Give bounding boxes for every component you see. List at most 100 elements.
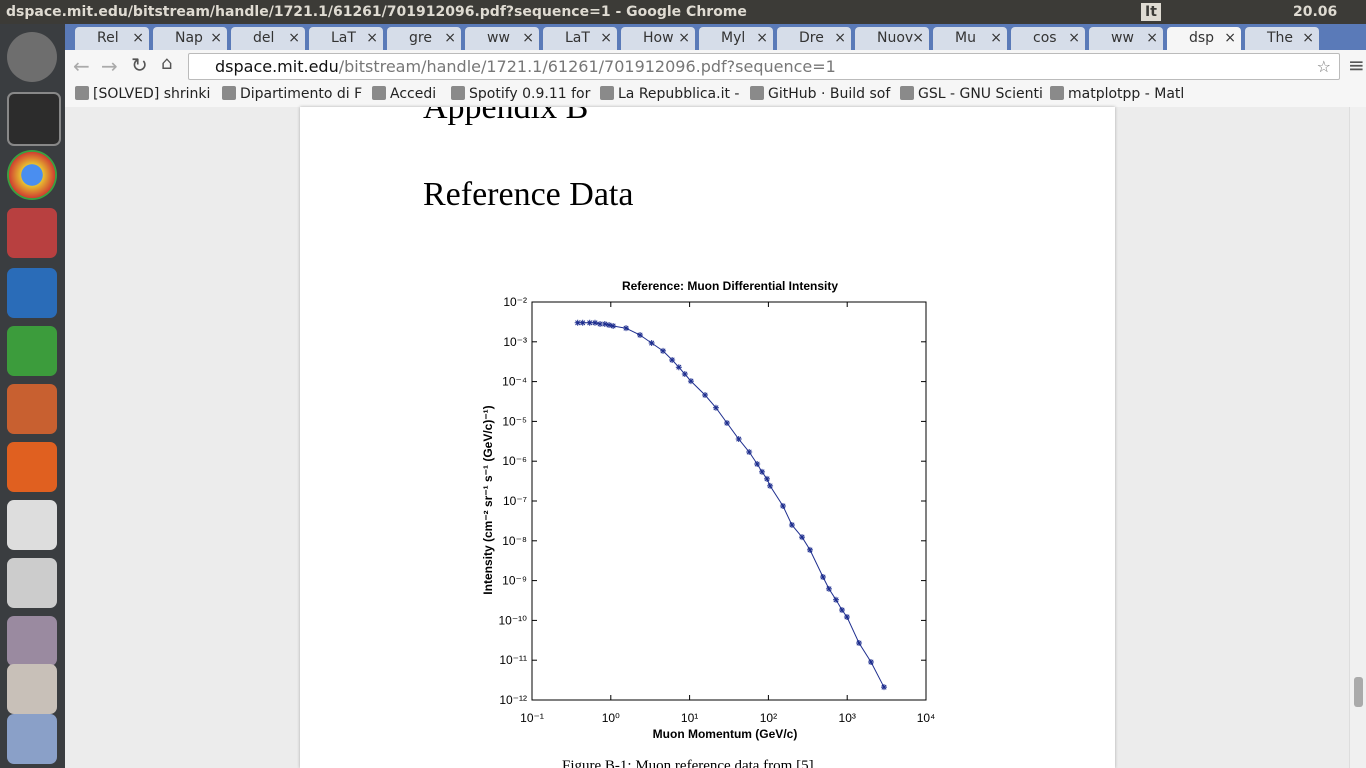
address-bar[interactable]: dspace.mit.edu/bitstream/handle/1721.1/6… [188, 53, 1340, 80]
bookmark[interactable]: GSL - GNU Scienti [900, 81, 1043, 107]
tab-close[interactable]: × [756, 30, 768, 46]
tab-close[interactable]: × [834, 30, 846, 46]
chrome-icon[interactable] [7, 150, 57, 200]
marker [838, 607, 845, 614]
home-button[interactable]: ⌂ [161, 53, 173, 74]
tab[interactable]: del × [231, 27, 305, 50]
marker [712, 404, 719, 411]
amazon-icon[interactable] [7, 500, 57, 550]
marker [881, 684, 888, 691]
forward-button[interactable]: → [101, 54, 118, 78]
marker [702, 392, 709, 399]
y-tick-label: 10⁻⁹ [502, 574, 527, 588]
bookmark-title: matplotpp - Matl [1068, 86, 1185, 102]
tab[interactable]: Nap × [153, 27, 227, 50]
x-tick-label: 10⁴ [917, 711, 936, 725]
bookmark[interactable]: Accedi [372, 81, 436, 107]
top-bar: dspace.mit.edu/bitstream/handle/1721.1/6… [0, 0, 1366, 24]
writer-icon[interactable] [7, 268, 57, 318]
tab-close[interactable]: × [1146, 30, 1158, 46]
marker [687, 378, 694, 385]
bookmark-icon [600, 86, 614, 100]
app-icon[interactable] [7, 664, 57, 714]
marker [764, 475, 771, 482]
marker [579, 319, 586, 326]
bookmark-icon [372, 86, 386, 100]
url-host: dspace.mit.edu [215, 57, 339, 76]
tab[interactable]: How × [621, 27, 695, 50]
tab-close[interactable]: × [912, 30, 924, 46]
bookmark-star[interactable]: ☆ [1316, 57, 1331, 76]
tab-close[interactable]: × [600, 30, 612, 46]
software-center-icon[interactable] [7, 442, 57, 492]
menu-button[interactable]: ≡ [1348, 53, 1365, 77]
chart-title: Reference: Muon Differential Intensity [622, 279, 838, 293]
bookmark-title: GitHub · Build sof [768, 86, 891, 102]
tab[interactable]: Myl × [699, 27, 773, 50]
bookmark[interactable]: La Repubblica.it - [600, 81, 739, 107]
tab-close[interactable]: × [132, 30, 144, 46]
tab-close[interactable]: × [1068, 30, 1080, 46]
tab-close[interactable]: × [1224, 30, 1236, 46]
impress-icon[interactable] [7, 384, 57, 434]
tab[interactable]: LaT × [309, 27, 383, 50]
bookmark[interactable]: Spotify 0.9.11 for [451, 81, 590, 107]
y-axis-label: Intensity (cm⁻² sr⁻¹ s⁻¹ (GeV/c)⁻¹) [481, 405, 495, 594]
bookmark-title: Dipartimento di F [240, 86, 363, 102]
tab-close[interactable]: × [678, 30, 690, 46]
back-button[interactable]: ← [73, 54, 90, 78]
app-icon[interactable] [7, 616, 57, 666]
app-icon[interactable] [7, 714, 57, 764]
tab[interactable]: LaT × [543, 27, 617, 50]
tab-title: ww [487, 30, 510, 46]
marker [819, 574, 826, 581]
tab-close[interactable]: × [1302, 30, 1314, 46]
scrollbar[interactable] [1349, 107, 1366, 768]
tab-close[interactable]: × [366, 30, 378, 46]
bookmark-title: La Repubblica.it - [618, 86, 740, 102]
tab-title: Rel [97, 30, 119, 46]
tab[interactable]: Dre × [777, 27, 851, 50]
tab[interactable]: gre × [387, 27, 461, 50]
tab-title: gre [409, 30, 432, 46]
marker [574, 319, 581, 326]
scroll-thumb[interactable] [1354, 677, 1363, 707]
reload-button[interactable]: ↻ [131, 53, 148, 77]
y-tick-label: 10⁻⁵ [502, 414, 527, 428]
bookmark[interactable]: [SOLVED] shrinki [75, 81, 210, 107]
marker [799, 534, 806, 541]
tab[interactable]: Nuov × [855, 27, 929, 50]
tab[interactable]: The × [1245, 27, 1319, 50]
marker [601, 321, 608, 328]
tab[interactable]: cos × [1011, 27, 1085, 50]
calc-icon[interactable] [7, 326, 57, 376]
marker [610, 322, 617, 329]
marker [735, 436, 742, 443]
marker [681, 371, 688, 378]
marker [779, 502, 786, 509]
tab-close[interactable]: × [522, 30, 534, 46]
tab-close[interactable]: × [210, 30, 222, 46]
clock[interactable]: 20.06 [1293, 4, 1338, 20]
marker [856, 640, 863, 647]
tab-close[interactable]: × [288, 30, 300, 46]
keyboard-indicator[interactable]: It [1141, 3, 1161, 21]
files-icon[interactable] [7, 208, 57, 258]
tab-close[interactable]: × [990, 30, 1002, 46]
tab[interactable]: ww × [465, 27, 539, 50]
tab[interactable]: Rel × [75, 27, 149, 50]
tab[interactable]: Mu × [933, 27, 1007, 50]
x-tick-label: 10² [760, 711, 777, 725]
bookmark[interactable]: Dipartimento di F [222, 81, 362, 107]
tab[interactable]: ww × [1089, 27, 1163, 50]
texmaker-icon[interactable] [7, 558, 57, 608]
dash-icon[interactable] [7, 32, 57, 82]
tab-close[interactable]: × [444, 30, 456, 46]
y-tick-label: 10⁻⁶ [502, 454, 527, 468]
bookmark[interactable]: matplotpp - Matl [1050, 81, 1184, 107]
marker [843, 613, 850, 620]
terminal-icon[interactable] [7, 92, 61, 146]
tab-title: The [1267, 30, 1294, 46]
tab[interactable]: dsp × [1167, 27, 1241, 50]
bookmark[interactable]: GitHub · Build sof [750, 81, 890, 107]
